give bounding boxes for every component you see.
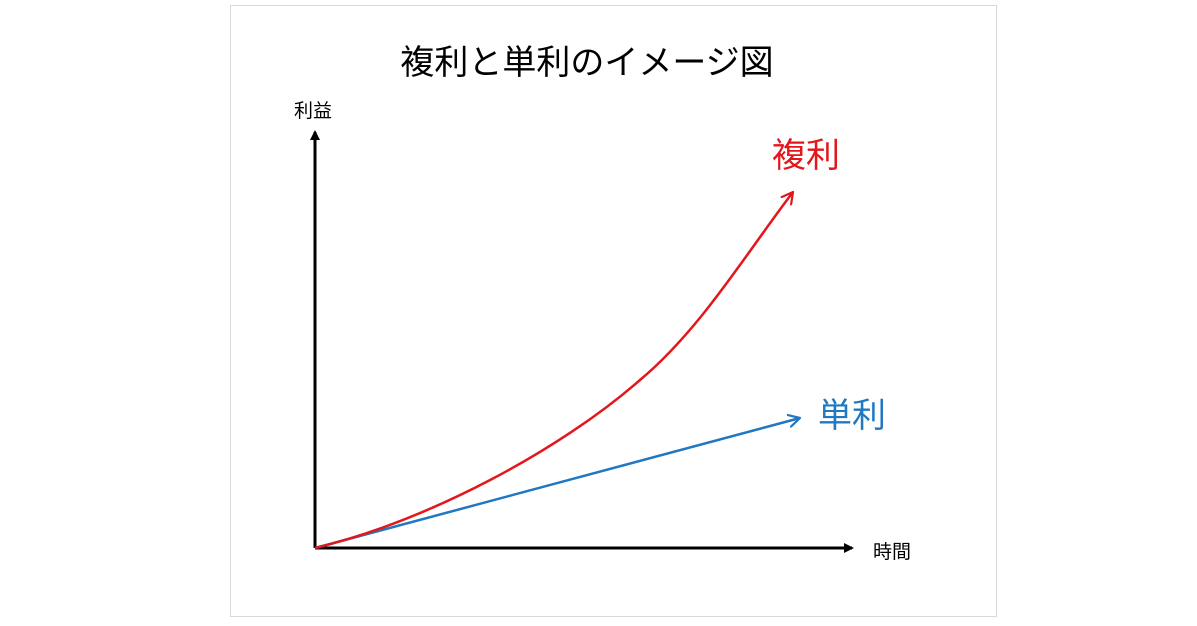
simple-interest-line bbox=[314, 418, 800, 550]
compound-label: 複利 bbox=[772, 136, 840, 176]
y-axis-label: 利益 bbox=[294, 100, 332, 122]
diagram-title: 複利と単利のイメージ図 bbox=[400, 43, 773, 83]
simple-label: 単利 bbox=[818, 396, 886, 436]
slide-frame bbox=[230, 5, 997, 617]
x-axis-label: 時間 bbox=[873, 541, 911, 563]
compound-interest-curve bbox=[314, 192, 793, 550]
